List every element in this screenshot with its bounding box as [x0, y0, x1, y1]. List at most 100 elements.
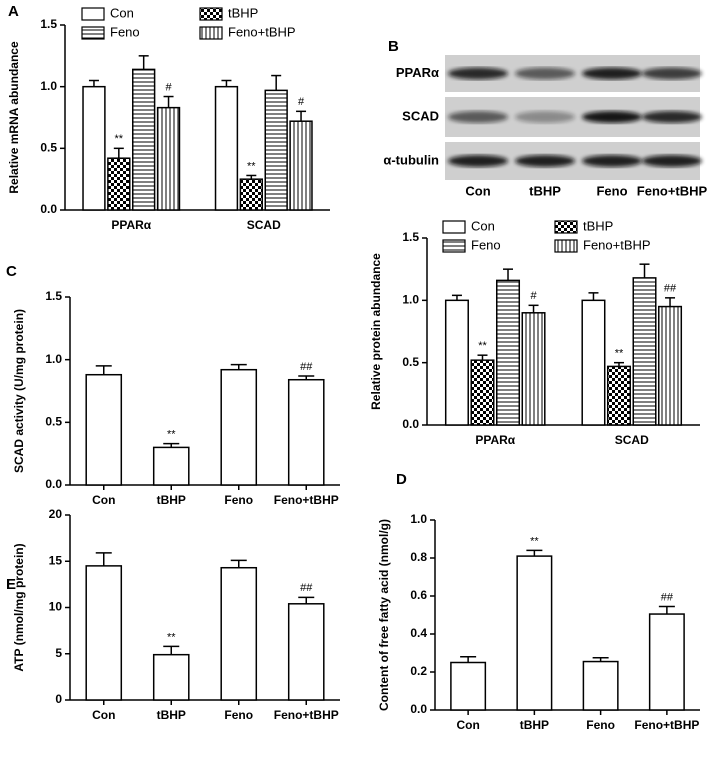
y-tick-label: 0.4: [410, 626, 427, 640]
bar: [107, 157, 131, 211]
error: [588, 292, 599, 301]
error: [163, 95, 174, 108]
error: [298, 596, 315, 604]
error: [298, 375, 315, 380]
annotation: **: [167, 429, 176, 441]
y-tick-label: 1.0: [40, 79, 57, 93]
error: [613, 361, 624, 367]
y-tick-label: 1.5: [45, 289, 62, 303]
legend-swatch: [554, 239, 578, 253]
legend-label: Feno: [471, 237, 501, 252]
y-tick-label: 1.5: [40, 17, 57, 31]
error: [88, 79, 99, 87]
annotation: **: [478, 340, 487, 352]
legend-swatch: [81, 26, 105, 40]
y-tick-label: 0.2: [410, 664, 427, 678]
bar: [156, 106, 181, 211]
bar: [82, 85, 106, 211]
bar: [132, 68, 156, 211]
y-tick-label: 0.0: [45, 477, 62, 491]
x-tick-label: tBHP: [157, 493, 186, 507]
error: [526, 549, 543, 557]
legend-label: Con: [471, 218, 495, 233]
bar: [470, 359, 495, 426]
bar: [444, 299, 469, 426]
error: [665, 297, 676, 307]
bar: [152, 653, 190, 701]
panel-letter: A: [8, 3, 19, 20]
legend-label: Feno: [110, 24, 140, 39]
legend-swatch: [554, 220, 578, 234]
error: [271, 74, 282, 91]
bar: [287, 378, 325, 486]
x-tick-label: Con: [92, 493, 115, 507]
blot-row-label: PPARα: [396, 65, 439, 80]
y-tick-label: 0.0: [410, 702, 427, 716]
y-tick-label: 0.6: [410, 588, 427, 602]
y-tick-label: 1.0: [410, 512, 427, 526]
y-tick-label: 5: [55, 646, 62, 660]
legend-label: tBHP: [228, 5, 258, 20]
error: [503, 268, 514, 281]
x-tick-label: Feno+tBHP: [274, 493, 339, 507]
error: [296, 110, 307, 122]
x-tick-label: Feno: [586, 718, 615, 732]
legend-label: Feno+tBHP: [228, 24, 296, 39]
legend-label: Feno+tBHP: [583, 237, 651, 252]
y-tick-label: 0.5: [40, 141, 57, 155]
legend-swatch: [199, 7, 223, 21]
x-tick-label: PPARα: [475, 433, 515, 447]
annotation: #: [298, 96, 305, 108]
bar: [521, 312, 546, 426]
x-tick-label: Feno+tBHP: [274, 708, 339, 722]
bar: [220, 566, 258, 701]
y-tick-label: 0: [55, 692, 62, 706]
error: [95, 365, 112, 375]
x-tick-label: Con: [92, 708, 115, 722]
y-tick-label: 1.0: [45, 352, 62, 366]
blot-band: [515, 67, 575, 80]
error: [246, 174, 257, 180]
legend-label: Con: [110, 5, 134, 20]
annotation: ##: [300, 361, 313, 373]
y-axis-label: Relative mRNA abundance: [7, 41, 21, 194]
error: [163, 442, 180, 448]
bar: [606, 365, 631, 426]
y-tick-label: 0.5: [402, 355, 419, 369]
y-tick-label: 1.5: [402, 230, 419, 244]
error: [477, 354, 488, 361]
panel-letter: D: [396, 471, 407, 488]
error: [592, 657, 609, 662]
bar: [582, 660, 619, 711]
error: [528, 304, 539, 313]
error: [230, 559, 247, 568]
y-tick-label: 1.0: [402, 293, 419, 307]
bar: [516, 555, 553, 711]
blot-lane-label: Feno+tBHP: [637, 183, 708, 198]
blot-band: [515, 111, 575, 123]
error: [639, 263, 650, 278]
legend-swatch: [199, 26, 223, 40]
panel-letter: C: [6, 263, 17, 280]
blot-lane-label: tBHP: [529, 183, 561, 198]
legend-swatch: [442, 220, 466, 234]
bar: [85, 373, 123, 486]
blot-band: [448, 111, 508, 123]
x-tick-label: Con: [456, 718, 479, 732]
y-tick-label: 15: [49, 553, 63, 567]
blot-band: [642, 111, 702, 123]
bar: [581, 299, 606, 426]
annotation: #: [165, 81, 172, 93]
y-axis-label: Content of free fatty acid (nmol/g): [377, 519, 391, 711]
bar: [658, 305, 683, 426]
annotation: ##: [300, 582, 313, 594]
error: [221, 79, 232, 87]
blot-band: [582, 67, 642, 80]
y-tick-label: 20: [49, 507, 63, 521]
error: [138, 55, 149, 70]
annotation: **: [247, 160, 256, 172]
x-tick-label: SCAD: [247, 218, 281, 232]
blot-band: [582, 111, 642, 123]
error: [113, 147, 124, 159]
